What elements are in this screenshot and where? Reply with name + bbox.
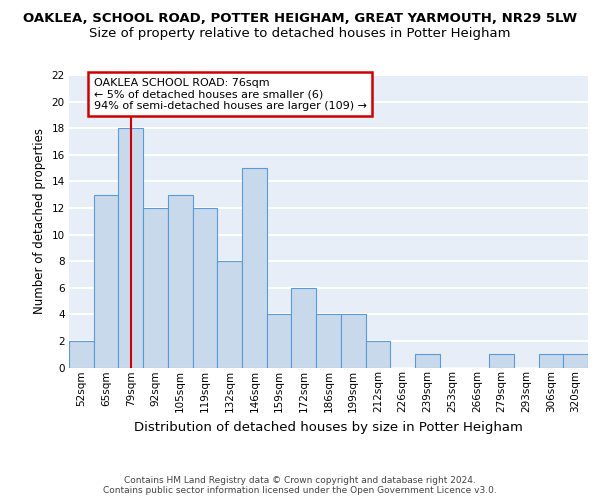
Text: OAKLEA, SCHOOL ROAD, POTTER HEIGHAM, GREAT YARMOUTH, NR29 5LW: OAKLEA, SCHOOL ROAD, POTTER HEIGHAM, GRE… [23, 12, 577, 26]
Bar [193, 208, 217, 368]
Text: Size of property relative to detached houses in Potter Heigham: Size of property relative to detached ho… [89, 28, 511, 40]
Bar [292, 288, 316, 368]
Bar [118, 128, 143, 368]
Text: OAKLEA SCHOOL ROAD: 76sqm
← 5% of detached houses are smaller (6)
94% of semi-de: OAKLEA SCHOOL ROAD: 76sqm ← 5% of detach… [94, 78, 367, 111]
Bar [242, 168, 267, 368]
Bar [143, 208, 168, 368]
Bar [365, 341, 390, 367]
Bar [415, 354, 440, 368]
Bar [539, 354, 563, 368]
Bar [94, 194, 118, 368]
Bar [316, 314, 341, 368]
Text: Contains HM Land Registry data © Crown copyright and database right 2024.
Contai: Contains HM Land Registry data © Crown c… [103, 476, 497, 495]
Bar [341, 314, 365, 368]
Bar [168, 194, 193, 368]
Bar [217, 261, 242, 368]
Y-axis label: Number of detached properties: Number of detached properties [33, 128, 46, 314]
Bar [489, 354, 514, 368]
Bar [267, 314, 292, 368]
Bar [563, 354, 588, 368]
X-axis label: Distribution of detached houses by size in Potter Heigham: Distribution of detached houses by size … [134, 420, 523, 434]
Bar [69, 341, 94, 367]
